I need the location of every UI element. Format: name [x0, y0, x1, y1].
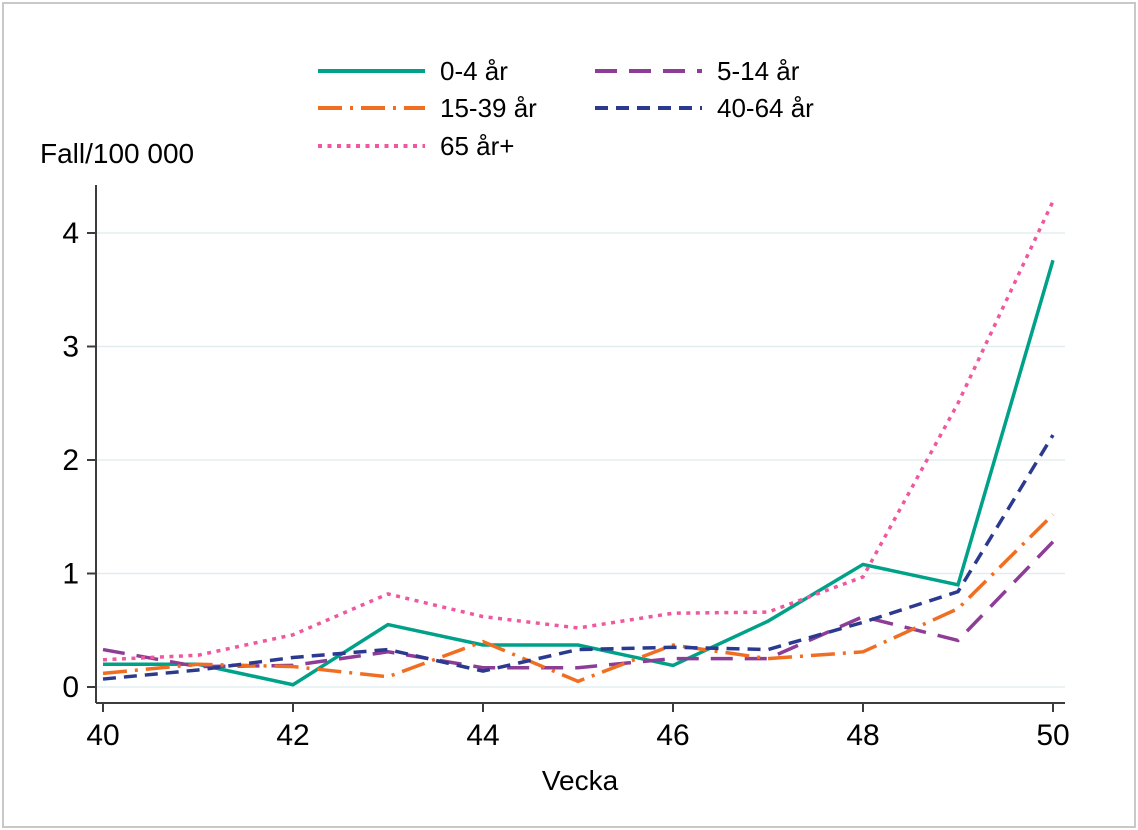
legend-item-5-14-r: 5-14 år [595, 56, 800, 86]
x-tick-label-46: 46 [656, 719, 689, 752]
axes: 0 1 2 3 4 40 42 44 46 48 50 [62, 185, 1070, 752]
series-line-0-4-r [103, 259, 1055, 687]
y-tick-label-3: 3 [62, 331, 79, 364]
series-line-65-r [102, 200, 1055, 662]
series-lines [102, 200, 1055, 687]
y-axis-title: Fall/100 000 [40, 138, 194, 169]
y-tick-label-0: 0 [62, 671, 79, 704]
x-tick-label-50: 50 [1036, 719, 1069, 752]
x-tick-label-40: 40 [86, 719, 119, 752]
legend: 0-4 år 5-14 år 15-39 år 40-64 år 65 år+ [318, 56, 814, 161]
x-tick-label-44: 44 [466, 719, 499, 752]
x-tick-label-42: 42 [276, 719, 309, 752]
legend-item-15-39-r: 15-39 år [318, 93, 537, 123]
legend-label-15-39-r: 15-39 år [440, 93, 537, 123]
legend-item-40-64-r: 40-64 år [595, 93, 814, 123]
gridlines [97, 232, 1065, 688]
y-tick-label-1: 1 [62, 558, 79, 591]
x-axis-label: Vecka [542, 765, 619, 796]
series-line-5-14-r [102, 540, 1055, 670]
x-tick-label-48: 48 [846, 719, 879, 752]
legend-item-0-4-r: 0-4 år [318, 56, 508, 86]
legend-label-0-4-r: 0-4 år [440, 56, 508, 86]
legend-label-40-64-r: 40-64 år [717, 93, 814, 123]
legend-label-5-14-r: 5-14 år [717, 56, 800, 86]
y-tick-label-4: 4 [62, 217, 79, 250]
legend-item-65-r: 65 år+ [318, 131, 514, 161]
series-line-40-64-r [102, 434, 1055, 681]
series-line-15-39-r [102, 513, 1055, 684]
y-tick-label-2: 2 [62, 444, 79, 477]
legend-label-65-r: 65 år+ [440, 131, 514, 161]
